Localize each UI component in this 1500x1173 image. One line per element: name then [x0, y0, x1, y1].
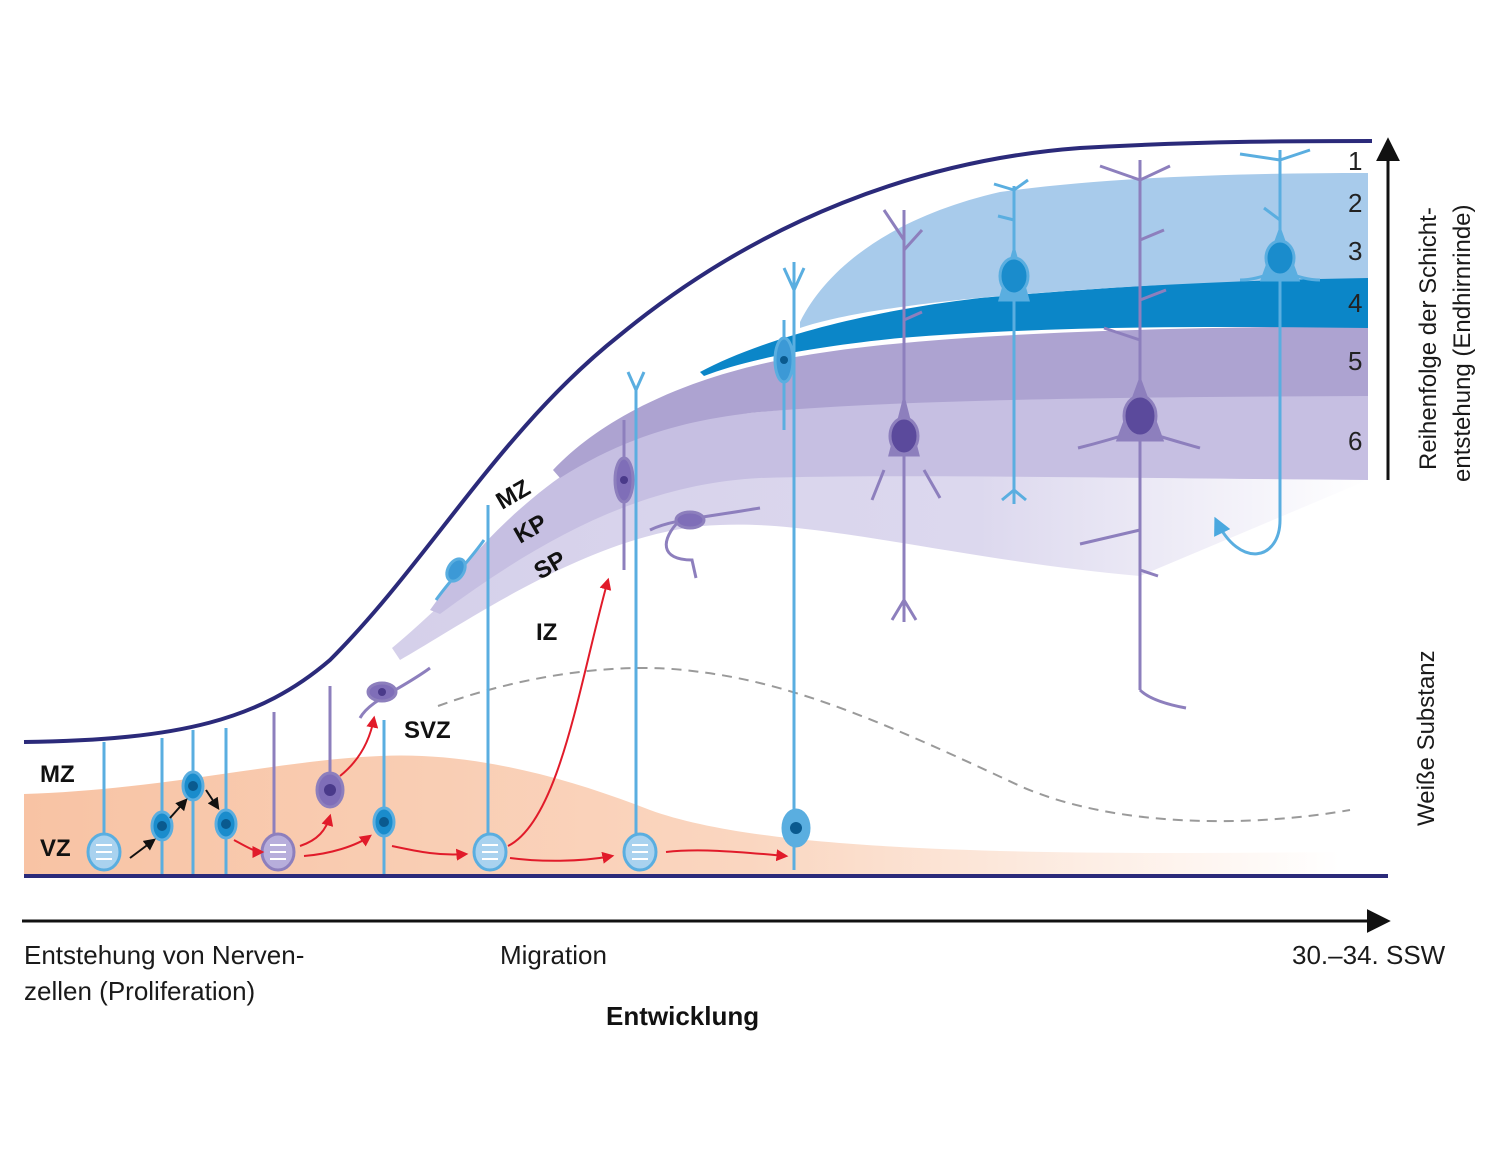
right-axis-labels: Reihenfolge der Schicht- entstehung (End… [1413, 204, 1476, 826]
red-arrow [509, 851, 615, 864]
white-matter-label: Weiße Substanz [1413, 650, 1440, 826]
tangential-neuron [649, 506, 761, 579]
radial-glia-long [781, 262, 811, 870]
cells [86, 148, 1321, 874]
migrating-neuron-svz [358, 666, 431, 719]
white-matter-boundary [437, 666, 1351, 823]
layer-order-title-line2: entstehung (Endhirnrinde) [1449, 204, 1476, 482]
prolif-arrow-3 [205, 789, 220, 810]
radial-glia-long [622, 371, 658, 872]
radial-glia-long [472, 505, 508, 872]
intermediate-progenitor-cell [315, 686, 345, 809]
layer-number: 5 [1348, 346, 1362, 376]
boundaries [23, 139, 1388, 878]
red-arrow [665, 849, 789, 862]
proliferation-label-line2: zellen (Proliferation) [24, 976, 255, 1006]
layer-5-band [553, 326, 1368, 478]
red-arrow [339, 715, 379, 777]
neuroblast-cell [150, 738, 174, 874]
pyramidal-neuron-layer4 [993, 178, 1030, 504]
layer-2-3-band [800, 173, 1368, 328]
layer-number: 4 [1348, 288, 1362, 318]
layer-number: 2 [1348, 188, 1362, 218]
bottom-axis-labels: Entstehung von Nerven- zellen (Prolifera… [24, 940, 1446, 1031]
development-axis-title: Entwicklung [606, 1001, 759, 1031]
layer-6-band [430, 395, 1368, 614]
proliferation-label-line1: Entstehung von Nerven- [24, 940, 304, 970]
pial-surface-line [23, 139, 1373, 744]
pyramidal-neuron-layer5 [1077, 160, 1201, 710]
radial-glia-cell-purple [260, 712, 296, 872]
neuroblast-cell [181, 730, 205, 874]
layer-number: 6 [1348, 426, 1362, 456]
red-arrow [391, 845, 469, 861]
gestation-week-label: 30.–34. SSW [1292, 940, 1446, 970]
label-mz-left: MZ [40, 761, 75, 788]
migration-arrows [129, 577, 789, 864]
radial-glia-cell [86, 742, 122, 872]
layer-number: 1 [1348, 146, 1362, 176]
pyramidal-neuron-layer6 [870, 209, 942, 622]
label-iz: IZ [536, 619, 557, 646]
neuroblast-cell [372, 720, 396, 874]
axes [22, 137, 1400, 933]
prolif-arrow-1 [129, 838, 156, 859]
red-arrow [303, 834, 372, 857]
label-vz: VZ [40, 835, 71, 862]
migrating-neuron [613, 420, 635, 570]
red-arrow [507, 577, 612, 847]
label-svz: SVZ [404, 717, 451, 744]
neuroblast-cell [214, 728, 238, 874]
layer-numbers: 1 2 3 4 5 6 [1348, 146, 1362, 456]
layer-4-band [700, 277, 1368, 376]
cajal-retzius-cell [434, 539, 486, 601]
red-arrow [299, 813, 334, 847]
migrating-neuron [773, 320, 795, 430]
layer-number: 3 [1348, 236, 1362, 266]
layer-order-title-line1: Reihenfolge der Schicht- [1415, 207, 1442, 470]
prolif-arrow-2 [169, 798, 188, 819]
pyramidal-neuron-layer2-3 [1214, 148, 1321, 556]
red-arrow [233, 839, 265, 858]
migration-label: Migration [500, 940, 607, 970]
